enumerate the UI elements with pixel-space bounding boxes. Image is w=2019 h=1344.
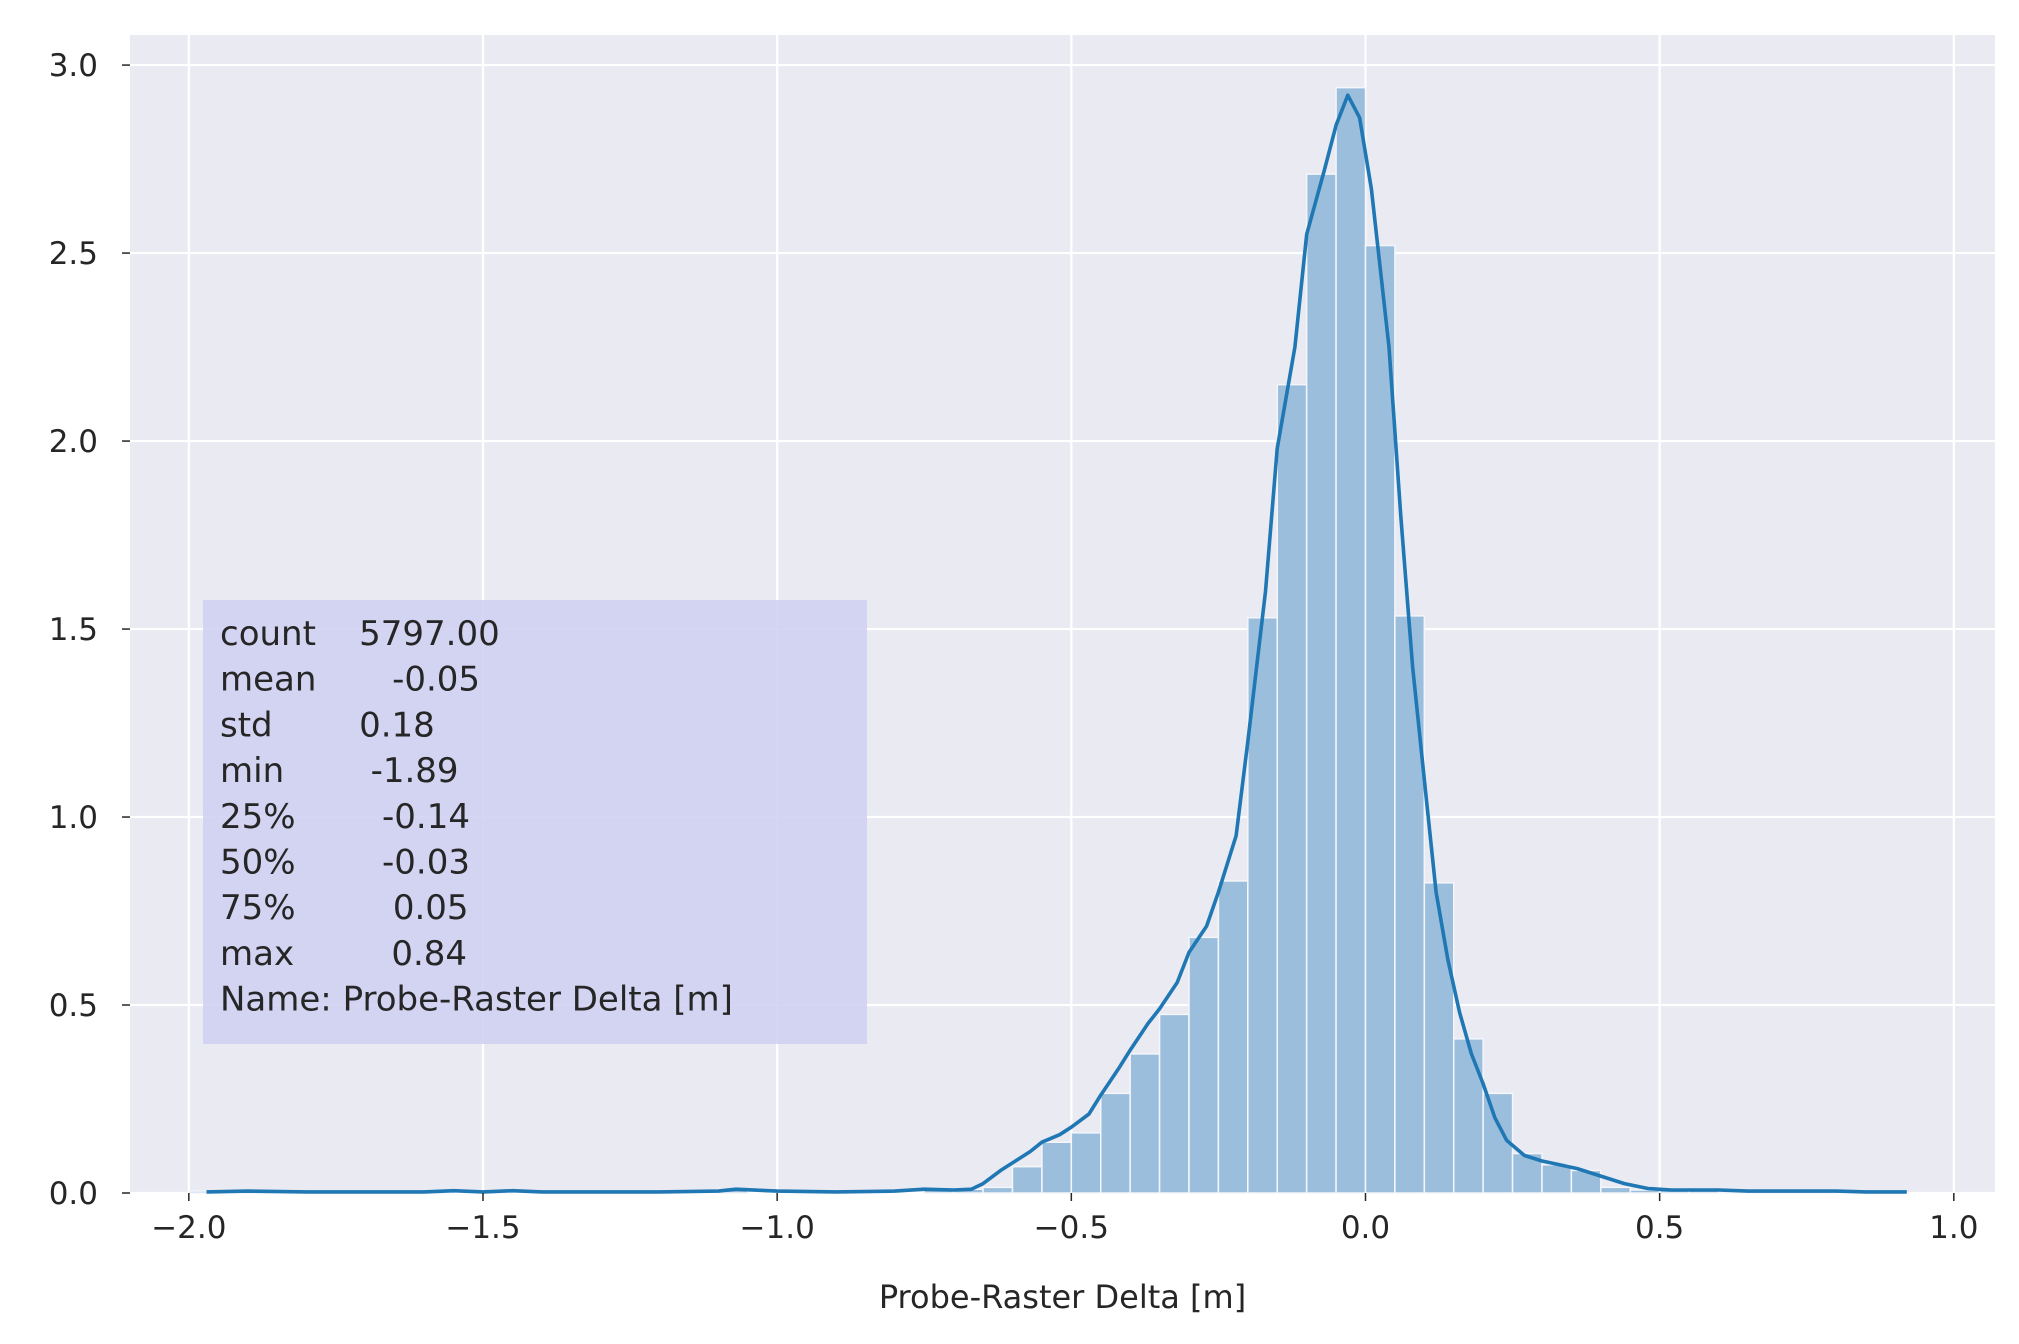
stats-line: Name: Probe-Raster Delta [m] xyxy=(220,980,733,1020)
y-axis-ticks: 0.0 0.5 1.0 1.5 2.0 2.5 3.0 xyxy=(49,48,130,1212)
x-tick-label: 1.0 xyxy=(1929,1210,1978,1246)
y-tick-label: 1.5 xyxy=(49,612,98,648)
histogram-bar xyxy=(1041,1141,1073,1194)
y-tick-label: 3.0 xyxy=(49,48,98,84)
histogram-bar xyxy=(1541,1164,1573,1194)
histogram-bar xyxy=(1099,1092,1131,1194)
x-tick-label: −0.5 xyxy=(1034,1210,1109,1246)
histogram-bar xyxy=(1305,173,1337,1194)
histogram-bar xyxy=(1276,383,1308,1194)
stats-line: count 5797.00 xyxy=(220,614,500,654)
histogram-bar xyxy=(1394,615,1426,1194)
y-tick-label: 1.0 xyxy=(49,800,98,836)
stats-line: min -1.89 xyxy=(220,751,459,791)
x-tick-label: −1.0 xyxy=(740,1210,815,1246)
x-axis-label: Probe-Raster Delta [m] xyxy=(879,1278,1246,1316)
histogram-bar xyxy=(1188,936,1220,1194)
stats-line: 25% -0.14 xyxy=(220,797,470,837)
x-axis-ticks: −2.0 −1.5 −1.0 −0.5 0.0 0.5 1.0 xyxy=(151,1193,1978,1246)
histogram-bar xyxy=(1129,1053,1161,1194)
y-tick-label: 0.0 xyxy=(49,1176,98,1212)
histogram-bar xyxy=(1452,1038,1484,1194)
stats-line: 75% 0.05 xyxy=(220,888,469,928)
stats-line: std 0.18 xyxy=(220,705,435,745)
stats-line: mean -0.05 xyxy=(220,660,480,700)
y-tick-label: 2.5 xyxy=(49,236,98,272)
stats-box: count 5797.00 mean -0.05 std 0.18 min -1.89… xyxy=(203,600,867,1044)
stats-box-background xyxy=(203,600,867,1044)
histogram-bar xyxy=(982,1186,1014,1194)
x-tick-label: −1.5 xyxy=(445,1210,520,1246)
kde-curve xyxy=(206,93,1907,1194)
histogram-bar xyxy=(1600,1186,1631,1194)
histogram-bar xyxy=(1217,880,1249,1194)
histogram-bar xyxy=(1511,1152,1543,1194)
x-tick-label: 0.5 xyxy=(1635,1210,1684,1246)
histogram-bar xyxy=(1335,86,1367,1194)
histogram-bar xyxy=(1070,1132,1102,1194)
histogram-bar xyxy=(1423,882,1455,1194)
histogram-bar xyxy=(1158,1013,1190,1194)
x-tick-label: 0.0 xyxy=(1341,1210,1390,1246)
stats-line: 50% -0.03 xyxy=(220,843,470,883)
x-tick-label: −2.0 xyxy=(151,1210,226,1246)
histogram-bar xyxy=(1011,1165,1043,1194)
y-tick-label: 0.5 xyxy=(49,988,98,1024)
stats-line: max 0.84 xyxy=(220,934,467,974)
histogram-bars xyxy=(188,86,1837,1194)
y-tick-label: 2.0 xyxy=(49,424,98,460)
